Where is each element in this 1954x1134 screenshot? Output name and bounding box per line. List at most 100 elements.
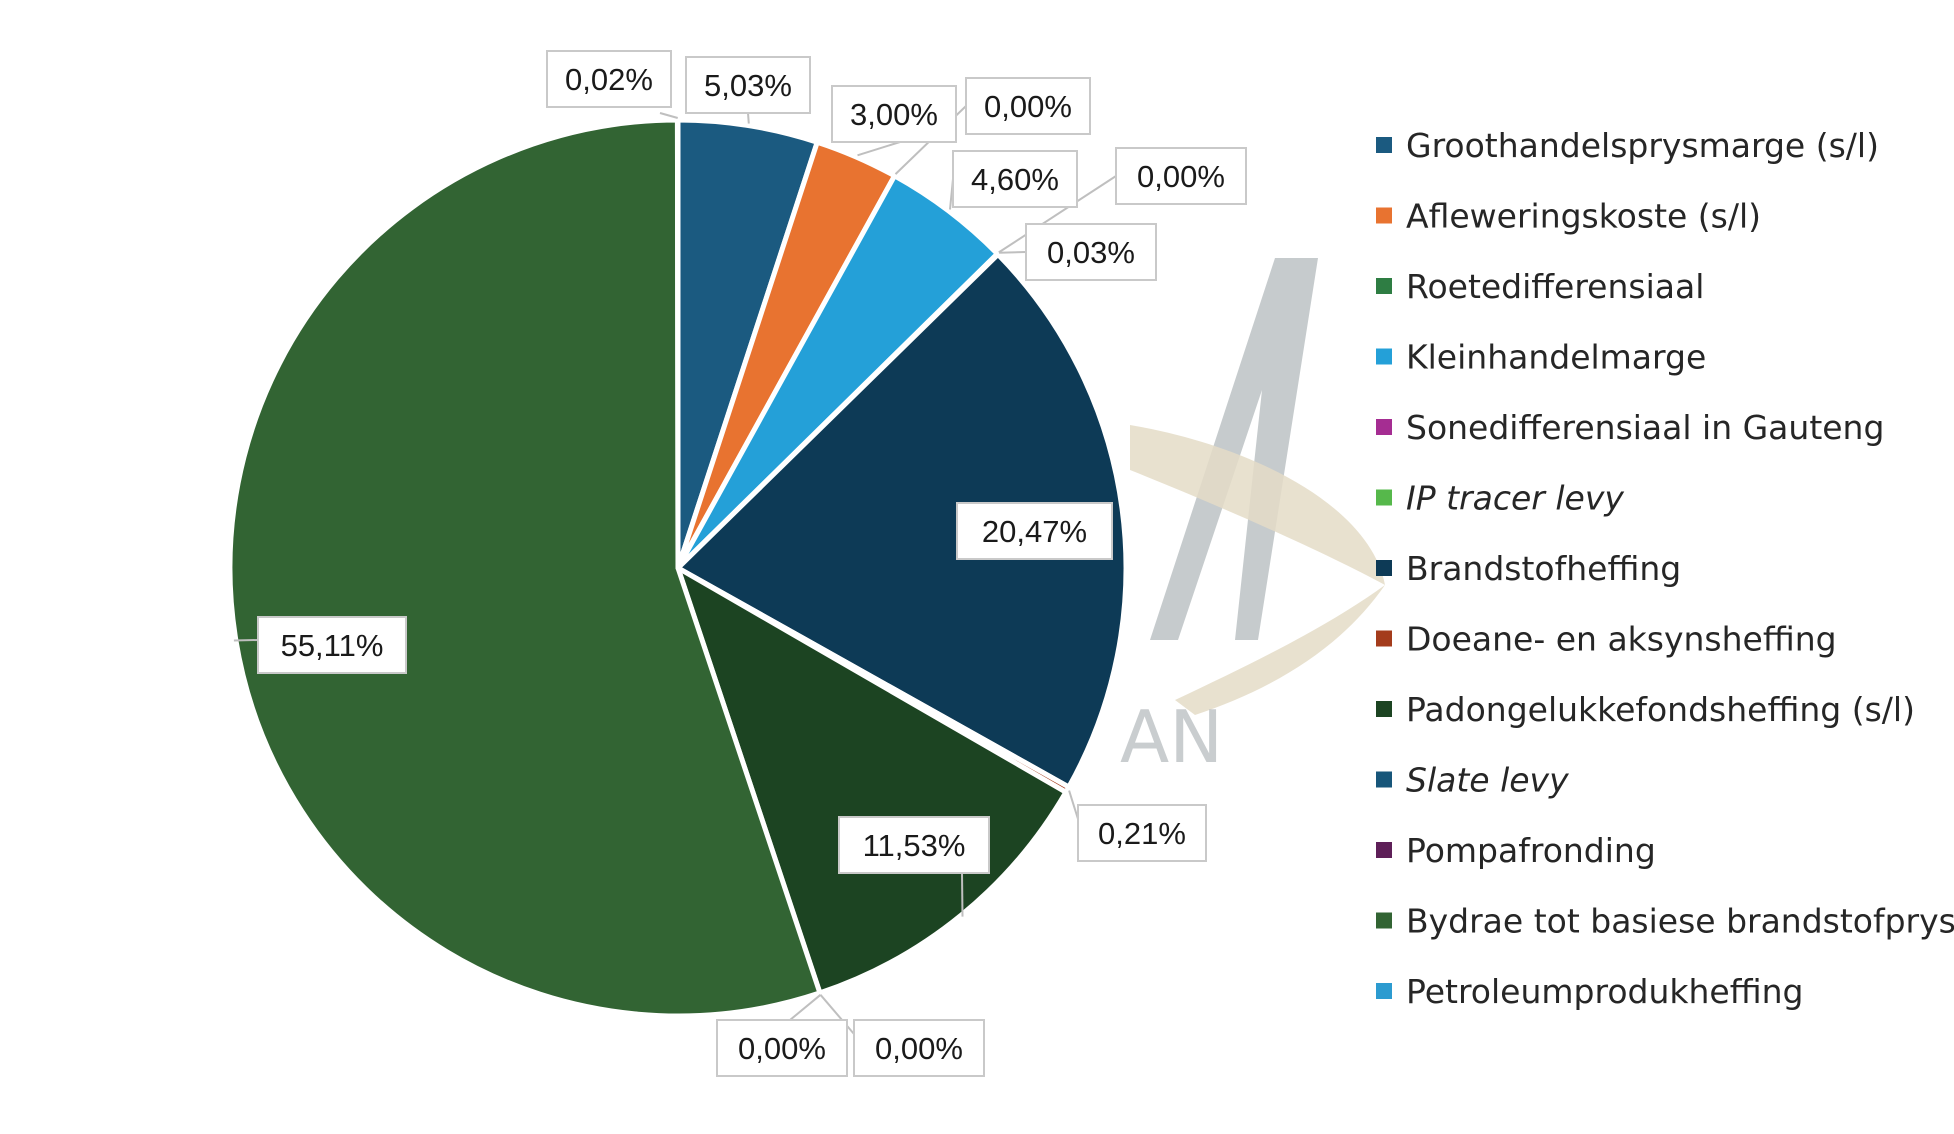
legend-item: Bydrae tot basiese brandstofprys (1376, 902, 1954, 941)
data-label: 0,00% (853, 1019, 985, 1077)
data-label-box (685, 56, 811, 114)
legend-item: Brandstofheffing (1376, 549, 1681, 588)
legend-label: Roetedifferensiaal (1406, 267, 1704, 306)
data-label-box (546, 50, 672, 108)
legend-label: Bydrae tot basiese brandstofprys (1406, 902, 1954, 941)
data-label-text: 11,53% (863, 828, 966, 863)
data-label: 20,47% (956, 502, 1113, 560)
data-label-text: 3,00% (850, 97, 938, 132)
legend-label: Pompafronding (1406, 831, 1656, 870)
data-label-box (965, 77, 1091, 135)
legend-label: Slate levy (1406, 761, 1569, 800)
data-labels: 5,03% 3,00% 0,00% 4,60% 0,00% 0,03% 20,47% 0,21… (257, 50, 1247, 1077)
data-label-box (853, 1019, 985, 1077)
legend-label: Padongelukkefondsheffing (s/l) (1406, 690, 1915, 729)
legend: Groothandelsprysmarge (s/l) Afleweringsko… (1376, 126, 1954, 1011)
legend-swatch (1376, 912, 1392, 929)
legend-item: Groothandelsprysmarge (s/l) (1376, 126, 1879, 165)
legend-item: Pompafronding (1376, 831, 1656, 870)
label-leader-lines (233, 105, 1117, 1035)
legend-swatch (1376, 137, 1392, 153)
data-label: 11,53% (838, 816, 990, 874)
watermark-swoosh-lower (1175, 585, 1385, 715)
data-label-box (838, 816, 990, 874)
legend-item: Kleinhandelmarge (1376, 338, 1706, 377)
data-label: 4,60% (952, 150, 1078, 208)
legend-swatch (1376, 348, 1392, 365)
data-label-text: 5,03% (704, 68, 792, 103)
data-label-box (831, 85, 957, 143)
watermark-letter-a (1150, 258, 1318, 640)
legend-label: Kleinhandelmarge (1406, 338, 1706, 377)
legend-label: Brandstofheffing (1406, 549, 1681, 588)
data-label: 0,03% (1025, 223, 1157, 281)
data-label-box (1115, 147, 1247, 205)
watermark-swoosh-upper (1130, 425, 1385, 585)
leader-line (1068, 790, 1079, 820)
legend-item: Sonedifferensiaal in Gauteng (1376, 408, 1884, 447)
data-label: 0,21% (1077, 804, 1207, 862)
legend-swatch (1376, 560, 1392, 576)
leader-line (857, 141, 901, 157)
data-label-text: 4,60% (971, 162, 1059, 197)
data-label-box (716, 1019, 848, 1077)
legend-label: Sonedifferensiaal in Gauteng (1406, 408, 1884, 447)
data-label-text: 55,11% (281, 628, 384, 663)
data-label-text: 0,03% (1047, 235, 1135, 270)
legend-swatch (1376, 630, 1392, 647)
data-label-text: 0,02% (565, 62, 653, 97)
legend-label: Petroleumprodukheffing (1406, 972, 1803, 1011)
data-label: 5,03% (685, 56, 811, 114)
data-label: 0,00% (1115, 147, 1247, 205)
legend-item: Afleweringskoste (s/l) (1376, 197, 1761, 236)
leader-line (961, 872, 964, 917)
data-label-text: 0,00% (984, 89, 1072, 124)
legend-item: Doeane- en aksynsheffing (1376, 620, 1837, 659)
leader-line (233, 639, 259, 642)
legend-item: Petroleumprodukheffing (1376, 972, 1803, 1011)
leader-line (999, 251, 1027, 254)
data-label: 0,00% (716, 1019, 848, 1077)
legend-label: Groothandelsprysmarge (s/l) (1406, 126, 1879, 165)
data-label: 3,00% (831, 85, 957, 143)
legend-swatch (1376, 842, 1392, 858)
legend-item: Slate levy (1376, 761, 1569, 800)
data-label-text: 0,21% (1098, 816, 1186, 851)
pie-slices (227, 117, 1129, 1019)
legend-item: IP tracer levy (1376, 479, 1624, 518)
data-label: 55,11% (257, 616, 407, 674)
pie-slice (675, 251, 1129, 790)
legend-swatch (1376, 419, 1392, 435)
pie-slice (674, 117, 681, 571)
leader-line (747, 112, 750, 124)
legend-item: Padongelukkefondsheffing (s/l) (1376, 690, 1915, 729)
legend-label: Afleweringskoste (s/l) (1406, 197, 1761, 236)
legend-swatch (1376, 701, 1392, 717)
legend-label: IP tracer levy (1406, 479, 1624, 518)
data-label-box (1025, 223, 1157, 281)
data-label-text: 20,47% (982, 514, 1087, 549)
data-label: 0,02% (546, 50, 672, 108)
legend-swatch (1376, 278, 1392, 294)
data-label-box (956, 502, 1113, 560)
watermark-logo: AN (1120, 258, 1385, 779)
watermark-text: AN (1120, 695, 1223, 779)
pie-slice (675, 565, 1069, 996)
legend-item: Roetedifferensiaal (1376, 267, 1704, 306)
data-label-box (257, 616, 407, 674)
legend-swatch (1376, 983, 1392, 999)
data-label-text: 0,00% (1137, 159, 1225, 194)
leader-line (659, 112, 678, 119)
leader-line (789, 994, 822, 1021)
legend-swatch (1376, 489, 1392, 506)
data-label-box (1077, 804, 1207, 862)
leader-line (998, 175, 1117, 254)
data-label-box (952, 150, 1078, 208)
data-label-text: 0,00% (875, 1031, 963, 1066)
data-label-text: 0,00% (738, 1031, 826, 1066)
data-label: 0,00% (965, 77, 1091, 135)
leader-line (819, 994, 855, 1035)
legend-swatch (1376, 771, 1392, 788)
legend-label: Doeane- en aksynsheffing (1406, 620, 1837, 659)
